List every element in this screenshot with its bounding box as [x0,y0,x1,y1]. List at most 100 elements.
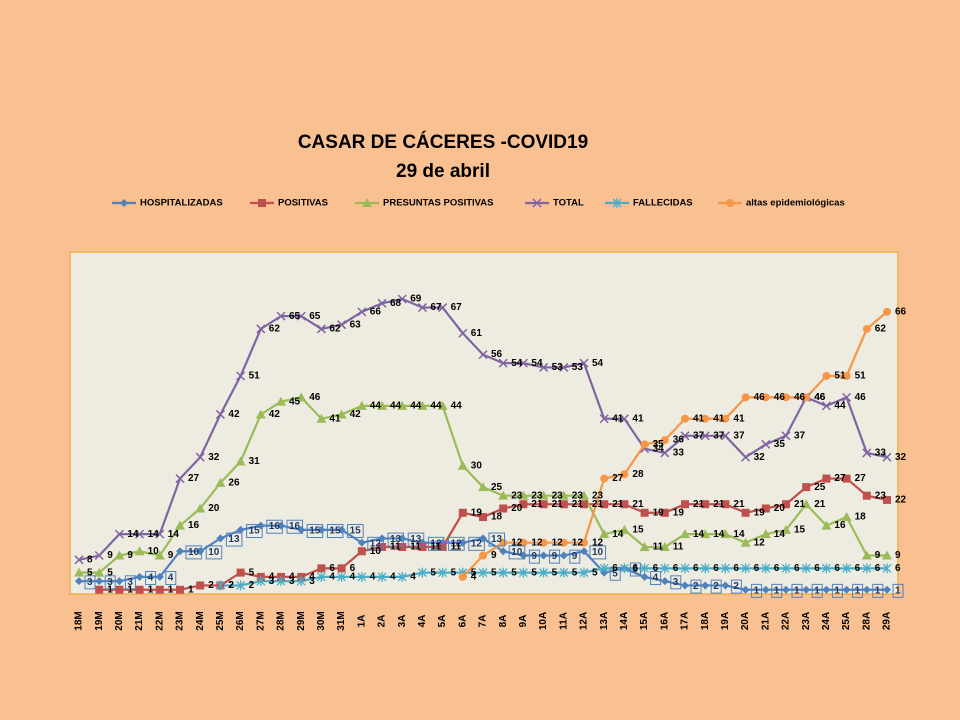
x-tick-label: 25M [215,611,226,630]
data-label: 42 [269,409,281,420]
data-label: 10 [370,546,382,557]
data-label: 14 [713,529,725,540]
x-tick-label: 18A [700,612,711,630]
x-tick-label: 16A [659,612,670,630]
marker [499,538,508,547]
marker [801,499,812,509]
marker [518,567,528,578]
x-tick-label: 2A [377,615,388,628]
marker [862,448,872,458]
x-tick-label: 20M [114,611,125,630]
data-label: 44 [390,401,402,412]
data-label: 3 [127,577,133,588]
legend-label: POSITIVAS [278,198,328,209]
marker [579,358,589,368]
marker [559,500,568,509]
data-label: 20 [208,503,220,514]
marker [417,567,427,578]
data-label-box [468,536,485,551]
marker [478,350,488,360]
marker [195,452,205,462]
data-label-box [852,583,864,598]
marker [498,567,508,578]
data-label: 21 [552,499,564,510]
data-label: 20 [774,503,786,514]
marker [720,563,730,574]
data-label: 1 [188,584,194,595]
data-label: 10 [148,546,160,557]
data-label: 19 [673,507,685,518]
data-label-box [448,536,465,551]
data-label: 6 [653,563,659,574]
marker [95,577,104,586]
data-label-box [246,524,263,539]
marker [316,571,326,582]
data-label: 4 [269,572,275,583]
marker [499,547,508,556]
x-tick-label: 24M [195,611,206,630]
data-label: 3 [309,576,315,587]
data-label: 31 [249,456,261,467]
marker [620,470,629,479]
marker [236,525,245,534]
x-tick-label: 21M [134,611,145,630]
marker [398,542,407,551]
marker [802,585,811,594]
marker [378,534,386,543]
data-label: 9 [895,550,901,561]
data-label: 21 [592,499,604,510]
marker [256,521,265,530]
marker [842,392,852,402]
marker [802,393,811,402]
data-label: 6 [774,563,780,574]
marker [761,393,770,402]
data-label: 6 [754,563,760,574]
x-tick-label: 13A [599,612,610,630]
marker [539,362,549,372]
marker [256,324,266,334]
marker [519,538,528,547]
data-label: 41 [612,413,624,424]
marker [479,551,487,560]
data-label: 5 [592,567,598,578]
data-label: 30 [471,460,483,471]
data-label: 6 [855,563,861,574]
x-tick-label: 21A [760,612,771,630]
data-label: 23 [552,490,564,501]
marker [842,563,852,574]
data-label: 3 [87,577,93,588]
marker [660,448,670,458]
data-label-box [609,566,621,581]
chart-title: CASAR DE CÁCERES -COVID19 [298,131,588,153]
data-label: 22 [895,495,907,506]
data-label: 12 [370,538,382,549]
data-label: 12 [552,537,564,548]
data-label: 4 [289,572,295,583]
marker [821,563,831,574]
marker [154,550,165,560]
data-label: 2 [693,581,699,592]
marker [134,546,145,556]
data-label: 27 [612,473,624,484]
marker [115,577,124,586]
marker [196,547,205,556]
marker [740,537,751,547]
data-label-box [710,579,722,594]
data-label: 42 [228,409,240,420]
data-label: 1 [814,585,820,596]
data-label: 13 [410,534,422,545]
marker [822,371,831,380]
data-label: 34 [653,443,665,454]
marker [276,396,286,406]
data-label-box [730,579,742,594]
data-label: 23 [572,490,584,501]
data-label: 41 [713,413,725,424]
data-label: 15 [249,526,261,537]
marker [114,550,125,560]
data-label: 15 [350,526,362,537]
marker [802,483,811,492]
data-label: 33 [673,448,685,459]
data-label-box [124,575,136,590]
data-label-box [488,532,506,547]
data-label: 5 [531,567,537,578]
